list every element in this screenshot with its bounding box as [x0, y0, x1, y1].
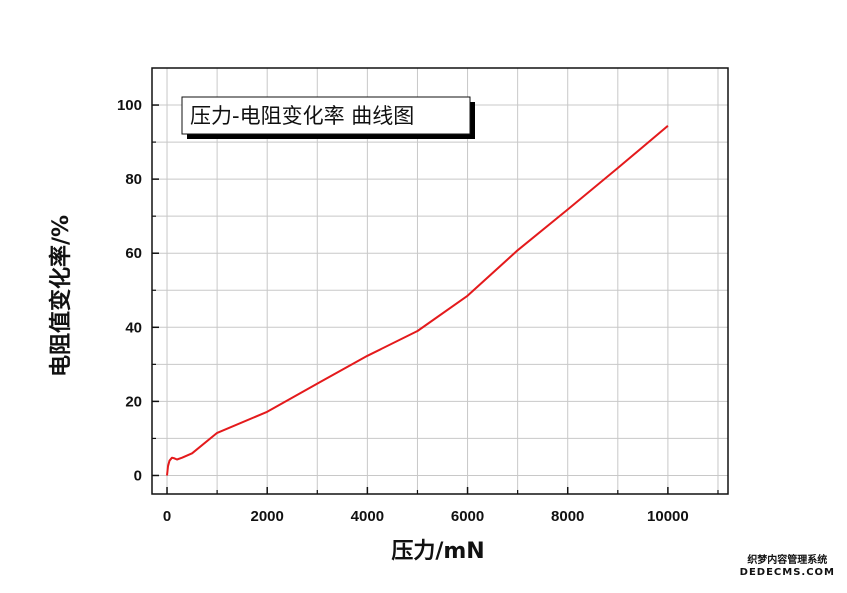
- chart-title-box: 压力-电阻变化率 曲线图: [181, 96, 475, 139]
- chart-title: 压力-电阻变化率 曲线图: [190, 104, 414, 128]
- x-tick-labels: 0 2000 4000 6000 8000 10000: [163, 508, 689, 525]
- series-group: [166, 125, 669, 476]
- y-tick-label: 0: [134, 467, 142, 484]
- x-axis-title: 压力/mN: [391, 539, 484, 564]
- watermark: 织梦内容管理系统 DEDECMS.COM: [740, 555, 835, 579]
- y-tick-label: 100: [117, 97, 142, 114]
- x-tick-label: 10000: [647, 508, 689, 525]
- watermark-line-2: DEDECMS.COM: [739, 567, 835, 578]
- y-tick-label: 40: [125, 319, 142, 336]
- y-tick-labels: 0 20 40 60 80 100: [117, 97, 142, 484]
- watermark-line-1: 织梦内容管理系统: [747, 555, 828, 566]
- y-tick-label: 60: [125, 245, 142, 262]
- x-tick-label: 8000: [551, 508, 584, 525]
- x-tick-label: 2000: [251, 508, 284, 525]
- series-line: [166, 125, 669, 476]
- x-tick-label: 4000: [351, 508, 384, 525]
- plot-frame: [151, 67, 729, 495]
- y-tick-label: 20: [125, 393, 142, 410]
- x-tick-label: 6000: [451, 508, 484, 525]
- axis-ticks: [152, 104, 719, 494]
- y-tick-label: 80: [125, 171, 142, 188]
- minor-grid: [152, 68, 728, 494]
- y-axis-title: 电阻值变化率/%: [48, 215, 74, 377]
- x-tick-label: 0: [163, 508, 171, 525]
